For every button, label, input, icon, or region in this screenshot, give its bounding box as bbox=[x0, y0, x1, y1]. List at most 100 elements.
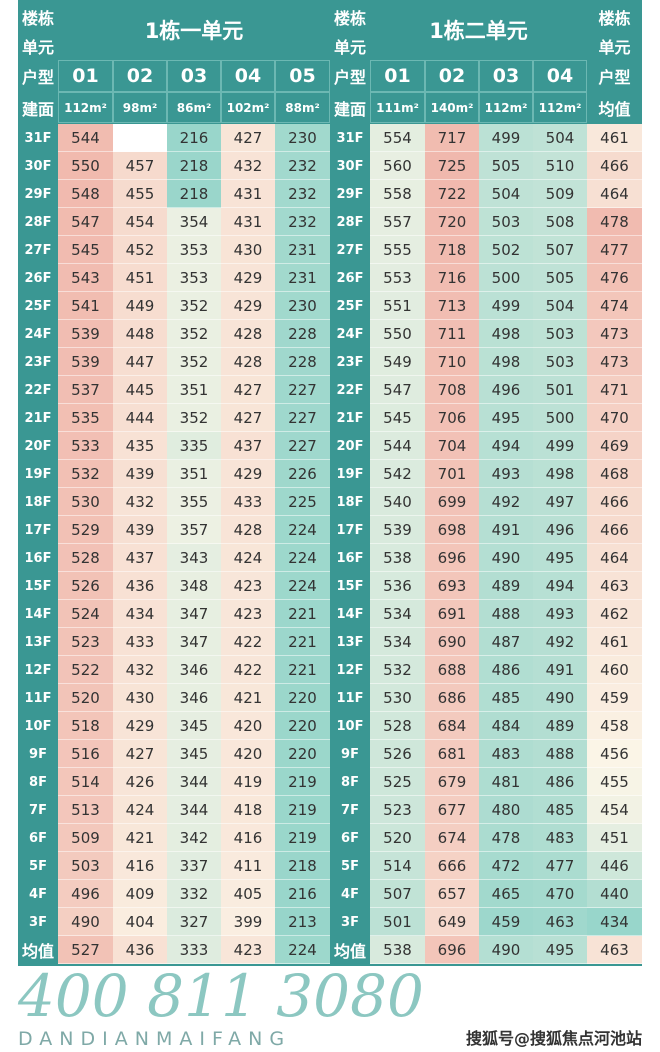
floor-11F-label: 11F bbox=[18, 684, 58, 712]
floor-26F-unit2-04: 505 bbox=[533, 264, 587, 292]
floor-11F-unit2-02: 686 bbox=[425, 684, 479, 712]
floor-3F-label-2: 3F bbox=[330, 908, 370, 936]
floor-10F-unit1-01: 518 bbox=[58, 712, 113, 740]
floor-3F-unit1-02: 404 bbox=[113, 908, 167, 936]
floor-5F-unit2-04: 477 bbox=[533, 852, 587, 880]
floor-24F-label: 24F bbox=[18, 320, 58, 348]
floor-17F-unit1-02: 439 bbox=[113, 516, 167, 544]
floor-21F-unit2-01: 545 bbox=[370, 404, 425, 432]
floor-22F-label: 22F bbox=[18, 376, 58, 404]
floor-11F-unit1-04: 421 bbox=[221, 684, 275, 712]
floor-29F-unit1-03: 218 bbox=[167, 180, 221, 208]
floor-22F-unit1-04: 427 bbox=[221, 376, 275, 404]
floor-12F-avg: 460 bbox=[587, 656, 642, 684]
floor-7F-unit1-01: 513 bbox=[58, 796, 113, 824]
unit2-type-03: 03 bbox=[479, 60, 533, 92]
unit1-type-04: 04 bbox=[221, 60, 275, 92]
floor-29F-unit2-04: 509 bbox=[533, 180, 587, 208]
floor-24F-unit1-02: 448 bbox=[113, 320, 167, 348]
floor-9F-unit2-01: 526 bbox=[370, 740, 425, 768]
floor-25F-unit1-04: 429 bbox=[221, 292, 275, 320]
floor-24F-unit2-04: 503 bbox=[533, 320, 587, 348]
floor-30F-unit2-02: 725 bbox=[425, 152, 479, 180]
floor-20F-unit1-04: 437 bbox=[221, 432, 275, 460]
floor-15F-unit2-03: 489 bbox=[479, 572, 533, 600]
floor-16F-unit2-01: 538 bbox=[370, 544, 425, 572]
floor-7F-label: 7F bbox=[18, 796, 58, 824]
floor-23F-unit1-04: 428 bbox=[221, 348, 275, 376]
floor-15F-avg: 463 bbox=[587, 572, 642, 600]
floor-24F-unit1-01: 539 bbox=[58, 320, 113, 348]
floor-22F-unit2-03: 496 bbox=[479, 376, 533, 404]
watermark-phone: 400 811 3080 bbox=[18, 962, 424, 1030]
floor-21F-unit1-03: 352 bbox=[167, 404, 221, 432]
floor-5F-unit2-03: 472 bbox=[479, 852, 533, 880]
floor-10F-unit1-02: 429 bbox=[113, 712, 167, 740]
floor-15F-unit1-05: 224 bbox=[275, 572, 330, 600]
floor-19F-unit2-03: 493 bbox=[479, 460, 533, 488]
floor-7F-unit2-03: 480 bbox=[479, 796, 533, 824]
floor-3F-unit1-05: 213 bbox=[275, 908, 330, 936]
floor-3F-avg: 434 bbox=[587, 908, 642, 936]
floor-18F-unit1-03: 355 bbox=[167, 488, 221, 516]
floor-21F-unit1-01: 535 bbox=[58, 404, 113, 432]
floor-12F-unit1-01: 522 bbox=[58, 656, 113, 684]
floor-7F-unit2-02: 677 bbox=[425, 796, 479, 824]
floor-7F-unit1-04: 418 bbox=[221, 796, 275, 824]
floor-18F-label-2: 18F bbox=[330, 488, 370, 516]
floor-23F-unit1-03: 352 bbox=[167, 348, 221, 376]
floor-5F-unit1-05: 218 bbox=[275, 852, 330, 880]
floor-13F-label-2: 13F bbox=[330, 628, 370, 656]
floor-17F-unit2-04: 496 bbox=[533, 516, 587, 544]
label-building-2: 楼栋 bbox=[333, 9, 366, 28]
unit1-area-04: 102m² bbox=[221, 92, 275, 123]
floor-14F-unit2-04: 493 bbox=[533, 600, 587, 628]
floor-16F-unit2-02: 696 bbox=[425, 544, 479, 572]
floor-16F-label-2: 16F bbox=[330, 544, 370, 572]
floor-26F-unit1-02: 451 bbox=[113, 264, 167, 292]
floor-17F-label: 17F bbox=[18, 516, 58, 544]
average-row-unit2-03: 490 bbox=[479, 936, 533, 964]
floor-24F-unit2-02: 711 bbox=[425, 320, 479, 348]
floor-21F-unit1-02: 444 bbox=[113, 404, 167, 432]
average-row-unit1-04: 423 bbox=[221, 936, 275, 964]
floor-10F-unit1-04: 420 bbox=[221, 712, 275, 740]
floor-5F-unit2-01: 514 bbox=[370, 852, 425, 880]
floor-31F-unit2-04: 504 bbox=[533, 124, 587, 152]
floor-10F-unit1-03: 345 bbox=[167, 712, 221, 740]
floor-21F-unit2-02: 706 bbox=[425, 404, 479, 432]
floor-20F-unit1-01: 533 bbox=[58, 432, 113, 460]
floor-10F-label-2: 10F bbox=[330, 712, 370, 740]
floor-14F-avg: 462 bbox=[587, 600, 642, 628]
watermark-brand: DANDIANMAIFANG bbox=[18, 1028, 292, 1050]
floor-19F-unit2-04: 498 bbox=[533, 460, 587, 488]
floor-16F-label: 16F bbox=[18, 544, 58, 572]
unit1-type-05: 05 bbox=[275, 60, 330, 92]
floor-14F-unit1-02: 434 bbox=[113, 600, 167, 628]
watermark-source: 搜狐号@搜狐焦点河池站 bbox=[465, 1029, 642, 1048]
floor-12F-unit1-05: 221 bbox=[275, 656, 330, 684]
floor-25F-unit2-03: 499 bbox=[479, 292, 533, 320]
floor-9F-unit1-05: 220 bbox=[275, 740, 330, 768]
floor-13F-unit1-04: 422 bbox=[221, 628, 275, 656]
floor-8F-unit2-03: 481 bbox=[479, 768, 533, 796]
floor-12F-unit2-04: 491 bbox=[533, 656, 587, 684]
floor-4F-unit2-04: 470 bbox=[533, 880, 587, 908]
floor-3F-unit2-03: 459 bbox=[479, 908, 533, 936]
floor-5F-unit1-03: 337 bbox=[167, 852, 221, 880]
floor-18F-unit2-03: 492 bbox=[479, 488, 533, 516]
floor-28F-unit2-03: 503 bbox=[479, 208, 533, 236]
floor-16F-unit1-02: 437 bbox=[113, 544, 167, 572]
floor-26F-label-2: 26F bbox=[330, 264, 370, 292]
floor-9F-unit1-04: 420 bbox=[221, 740, 275, 768]
floor-31F-unit1-02 bbox=[113, 124, 167, 152]
floor-22F-unit1-02: 445 bbox=[113, 376, 167, 404]
floor-11F-label-2: 11F bbox=[330, 684, 370, 712]
floor-7F-unit1-03: 344 bbox=[167, 796, 221, 824]
floor-23F-label: 23F bbox=[18, 348, 58, 376]
floor-10F-unit2-03: 484 bbox=[479, 712, 533, 740]
unit2-area-04: 112m² bbox=[533, 92, 587, 123]
floor-24F-unit1-05: 228 bbox=[275, 320, 330, 348]
floor-4F-unit2-02: 657 bbox=[425, 880, 479, 908]
floor-24F-avg: 473 bbox=[587, 320, 642, 348]
